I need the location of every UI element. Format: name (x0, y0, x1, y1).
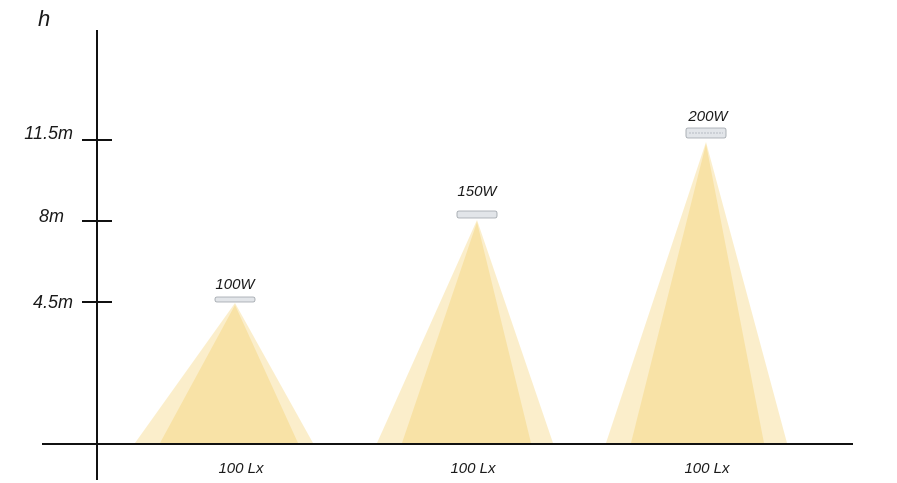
fixture-150w: 150W 100 Lx (450, 183, 498, 477)
light-beams (135, 142, 787, 443)
y-axis-ticks: 4.5m 8m 11.5m (24, 123, 112, 312)
high-bay-light-icon (456, 210, 498, 219)
illuminance-label: 100 Lx (684, 460, 730, 477)
fixture-100w: 100W 100 Lx (214, 276, 264, 477)
illuminance-label: 100 Lx (450, 460, 496, 477)
tick-label-8m: 8m (39, 206, 64, 226)
y-axis-label: h (38, 6, 50, 31)
beam-inner-200w (631, 144, 764, 443)
fixture-power-label: 100W (215, 276, 256, 293)
tick-label-4-5m: 4.5m (33, 292, 73, 312)
fixture-200w: 200W 100 Lx (684, 108, 730, 477)
beam-inner-150w (402, 222, 531, 443)
illuminance-label: 100 Lx (218, 460, 264, 477)
tick-label-11-5m: 11.5m (24, 123, 73, 143)
fixture-power-label: 200W (687, 108, 729, 125)
high-bay-light-icon (214, 296, 256, 303)
beam-inner-100w (160, 305, 298, 443)
fixture-power-label: 150W (457, 183, 498, 200)
